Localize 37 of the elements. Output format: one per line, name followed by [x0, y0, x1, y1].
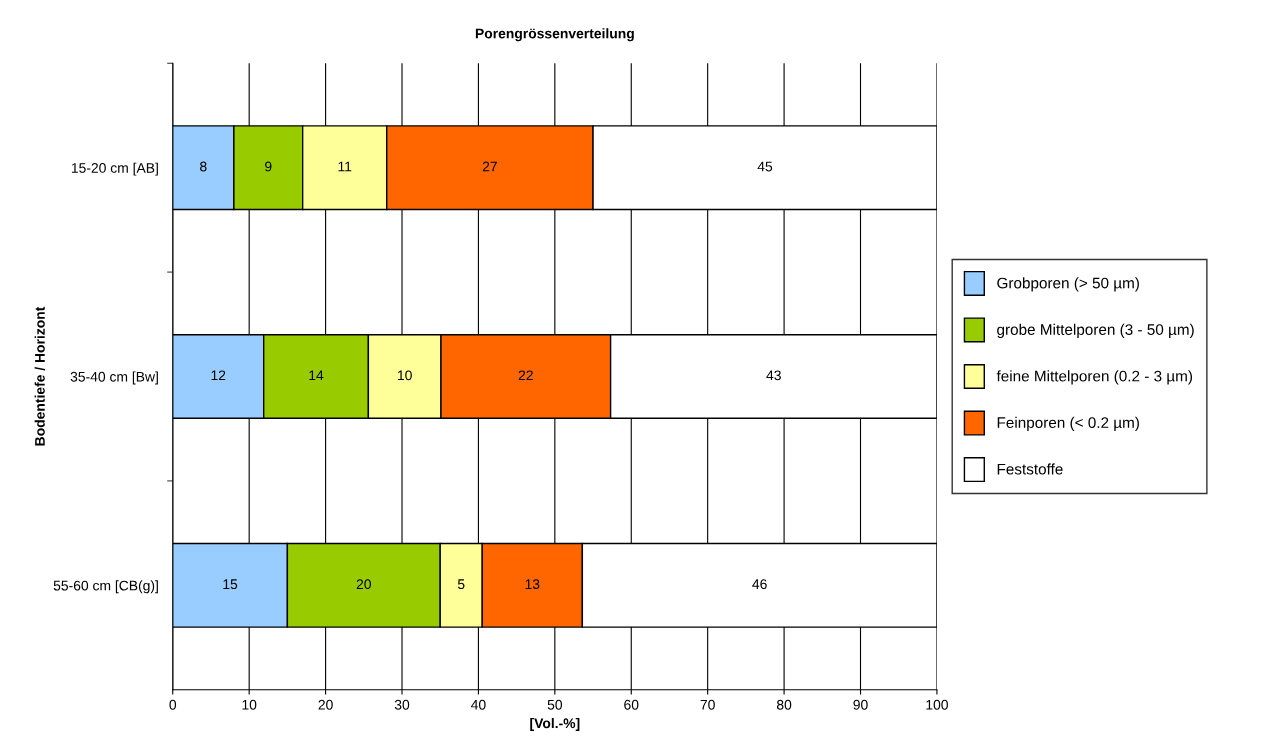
- x-tick-label: 100: [926, 699, 948, 710]
- data-label: 46: [752, 579, 767, 590]
- legend-label: Feinporen (< 0.2 µm): [997, 416, 1139, 432]
- data-label: 15: [223, 579, 238, 590]
- x-tick-label: 0: [169, 699, 177, 710]
- y-tick-label: 15-20 cm [AB]: [71, 162, 158, 176]
- data-label: 22: [518, 370, 533, 381]
- x-tick-label: 40: [471, 699, 486, 710]
- x-tick-label: 70: [700, 699, 715, 710]
- x-tick-label: 20: [318, 699, 333, 710]
- x-tick-label: 30: [394, 699, 410, 710]
- data-label: 11: [338, 161, 352, 172]
- data-label: 27: [482, 161, 497, 172]
- data-label: 14: [309, 370, 324, 381]
- legend-label: Feststoffe: [997, 463, 1063, 475]
- data-label: 10: [398, 370, 412, 381]
- x-tick-label: 90: [853, 699, 868, 710]
- legend-label: grobe Mittelporen (3 - 50 µm): [997, 323, 1194, 338]
- chart-title: Porengrössenverteilung: [475, 28, 634, 42]
- data-label: 43: [766, 370, 781, 381]
- data-label: 13: [525, 579, 540, 590]
- y-tick-label: 55-60 cm [CB(g)]: [53, 580, 158, 594]
- legend-label: Grobporen (> 50 µm): [997, 277, 1139, 292]
- x-tick-label: 60: [624, 699, 639, 710]
- data-label: 5: [457, 579, 465, 590]
- x-axis-title: [Vol.-%]: [530, 717, 580, 731]
- y-axis-title: Bodentiefe / Horizont: [34, 306, 45, 446]
- x-tick-label: 50: [547, 699, 563, 710]
- x-tick-label: 80: [776, 699, 792, 710]
- data-label: 12: [211, 370, 226, 381]
- legend-label: feine Mittelporen (0.2 - 3 µm): [996, 370, 1193, 385]
- y-tick-label: 35-40 cm [Bw]: [70, 371, 158, 385]
- x-tick-label: 10: [242, 699, 257, 710]
- data-label: 45: [757, 161, 773, 172]
- data-label: 9: [265, 161, 272, 172]
- data-label: 8: [200, 161, 207, 172]
- data-label: 20: [356, 579, 371, 590]
